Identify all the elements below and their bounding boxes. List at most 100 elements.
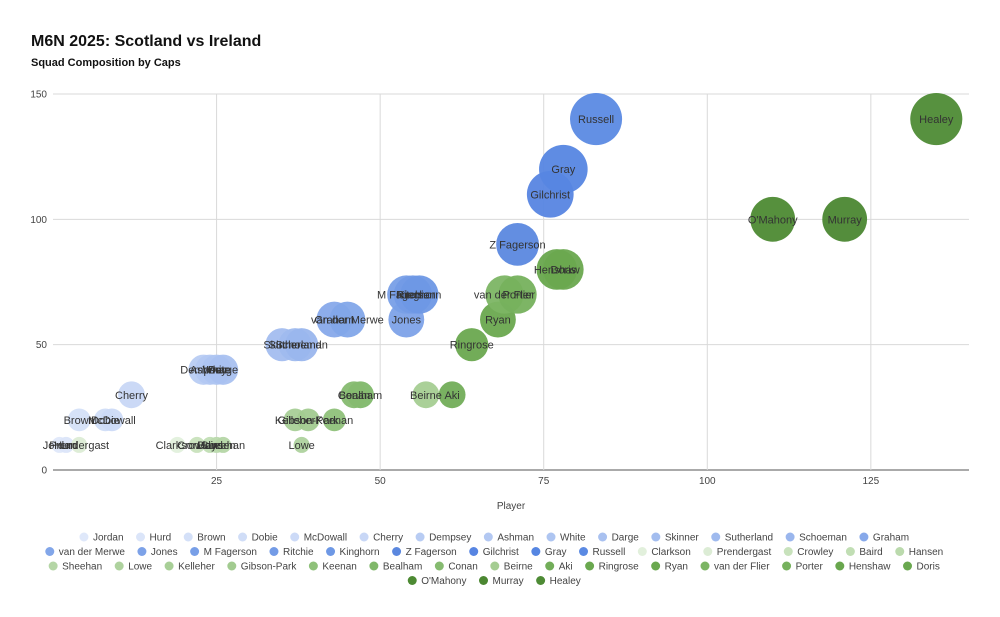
legend-item-henshaw[interactable]: Henshaw	[835, 561, 891, 573]
legend-swatch	[703, 547, 713, 556]
legend-item-doris[interactable]: Doris	[903, 561, 940, 573]
legend-item-gray[interactable]: Gray	[531, 547, 567, 558]
legend-item-graham[interactable]: Graham	[859, 532, 909, 544]
legend-label: Ritchie	[283, 547, 314, 558]
point-label-skinner: Skinner	[263, 340, 301, 352]
legend-item-gibson-park[interactable]: Gibson-Park	[227, 561, 298, 573]
bubble-brown	[67, 408, 91, 432]
legend-item-porter[interactable]: Porter	[782, 561, 823, 573]
legend-item-ringrose[interactable]: Ringrose	[585, 561, 639, 573]
point-label-murray: Murray	[828, 214, 863, 226]
legend-label: Graham	[873, 533, 909, 544]
point-label-van-der-merwe: van der Merwe	[311, 315, 384, 327]
bubble-beirne	[412, 381, 440, 409]
legend-item-dempsey[interactable]: Dempsey	[415, 532, 472, 544]
legend-swatch	[895, 547, 905, 556]
legend-item-kelleher[interactable]: Kelleher	[164, 561, 216, 573]
legend-item-dobie[interactable]: Dobie	[238, 532, 278, 544]
point-label-dobie: Dobie	[91, 415, 120, 427]
legend-item-lowe[interactable]: Lowe	[114, 561, 153, 573]
legend-item-schoeman[interactable]: Schoeman	[785, 532, 847, 544]
legend-item-crowley[interactable]: Crowley	[783, 547, 834, 558]
bubble-porter	[498, 275, 537, 314]
legend-label: Kinghorn	[340, 547, 380, 558]
legend-item-russell[interactable]: Russell	[579, 547, 625, 558]
legend-label: van der Merwe	[59, 547, 126, 558]
legend-label: Gibson-Park	[241, 562, 298, 573]
point-label-prendergast: Prendergast	[49, 440, 109, 452]
bubble-clarkson	[169, 436, 186, 453]
legend-item-prendergast[interactable]: Prendergast	[703, 547, 771, 558]
legend-item-hurd[interactable]: Hurd	[136, 532, 171, 544]
bubble-crowley	[188, 436, 205, 453]
legend-swatch	[238, 532, 248, 542]
legend-label: Clarkson	[651, 547, 690, 558]
legend-label: Ryan	[665, 562, 688, 573]
legend-swatch	[479, 576, 488, 585]
point-label-bealham: Bealham	[339, 390, 382, 402]
legend-item-van-der-merwe[interactable]: van der Merwe	[45, 547, 125, 558]
point-label-cherry: Cherry	[115, 390, 149, 402]
legend-item-mcdowall[interactable]: McDowall	[290, 532, 347, 544]
legend-swatch	[114, 561, 124, 571]
legend-swatch	[585, 561, 595, 571]
legend-swatch	[407, 576, 417, 585]
legend-item-van-der-flier[interactable]: van der Flier	[700, 561, 771, 573]
legend-swatch	[136, 532, 146, 542]
point-label-graham: Graham	[314, 315, 354, 327]
legend-item-cherry[interactable]: Cherry	[359, 532, 404, 544]
chart-subtitle: Squad Composition by Caps	[31, 57, 181, 69]
legend-swatch	[531, 547, 541, 556]
point-label-hurd: Hurd	[54, 440, 78, 452]
point-label-dempsey: Dempsey	[180, 365, 227, 377]
legend-label: Doris	[917, 562, 940, 573]
legend-swatch	[415, 532, 425, 542]
point-label-m-fagerson: M Fagerson	[377, 290, 436, 302]
point-label-sheehan: Sheehan	[201, 440, 245, 452]
legend-item-white[interactable]: White	[546, 532, 587, 544]
bubble-o-mahony	[750, 196, 796, 242]
legend-swatch	[536, 576, 546, 585]
point-label-schoeman: Schoeman	[275, 340, 328, 352]
legend-label: Murray	[493, 576, 524, 587]
legend-item-bealham[interactable]: Bealham	[369, 561, 422, 573]
legend-item-sutherland[interactable]: Sutherland	[711, 532, 773, 544]
legend-label: Crowley	[797, 547, 833, 558]
legend-item-beirne[interactable]: Beirne	[490, 561, 533, 573]
legend-label: Henshaw	[849, 562, 891, 573]
legend-item-murray[interactable]: Murray	[479, 576, 524, 587]
point-label-kinghorn: Kinghorn	[397, 290, 441, 302]
point-label-healey: Healey	[919, 114, 954, 126]
x-tick-label: 25	[211, 476, 223, 487]
point-label-ryan: Ryan	[485, 315, 511, 327]
legend-item-jones[interactable]: Jones	[137, 547, 178, 558]
legend-swatch	[290, 532, 300, 542]
legend-item-ashman[interactable]: Ashman	[483, 532, 534, 544]
legend-item-ryan[interactable]: Ryan	[651, 561, 688, 573]
legend-swatch	[326, 547, 336, 556]
legend-item-conan[interactable]: Conan	[434, 561, 478, 573]
legend-item-keenan[interactable]: Keenan	[308, 561, 357, 573]
point-label-baird: Baird	[197, 440, 223, 452]
legend-item-skinner[interactable]: Skinner	[651, 532, 699, 544]
legend-item-hansen[interactable]: Hansen	[895, 547, 943, 558]
legend-label: Cherry	[373, 533, 403, 544]
legend-item-o-mahony[interactable]: O'Mahony	[407, 576, 467, 587]
legend-item-darge[interactable]: Darge	[598, 532, 639, 544]
point-label-clarkson: Clarkson	[156, 440, 199, 452]
legend-item-sheehan[interactable]: Sheehan	[48, 561, 103, 573]
legend-item-brown[interactable]: Brown	[183, 532, 226, 544]
legend-item-baird[interactable]: Baird	[845, 547, 883, 558]
legend-item-aki[interactable]: Aki	[545, 561, 573, 573]
point-label-crowley: Crowley	[177, 440, 217, 452]
legend-item-gilchrist[interactable]: Gilchrist	[469, 547, 519, 558]
legend-item-z-fagerson[interactable]: Z Fagerson	[392, 547, 457, 558]
legend-swatch	[164, 561, 174, 571]
legend-item-healey[interactable]: Healey	[536, 576, 581, 587]
legend-item-clarkson[interactable]: Clarkson	[637, 547, 691, 558]
legend-item-jordan[interactable]: Jordan	[79, 532, 124, 544]
bubble-keenan	[322, 408, 346, 432]
legend-item-kinghorn[interactable]: Kinghorn	[326, 547, 380, 558]
legend-item-ritchie[interactable]: Ritchie	[269, 547, 314, 558]
legend-item-m-fagerson[interactable]: M Fagerson	[190, 547, 257, 558]
